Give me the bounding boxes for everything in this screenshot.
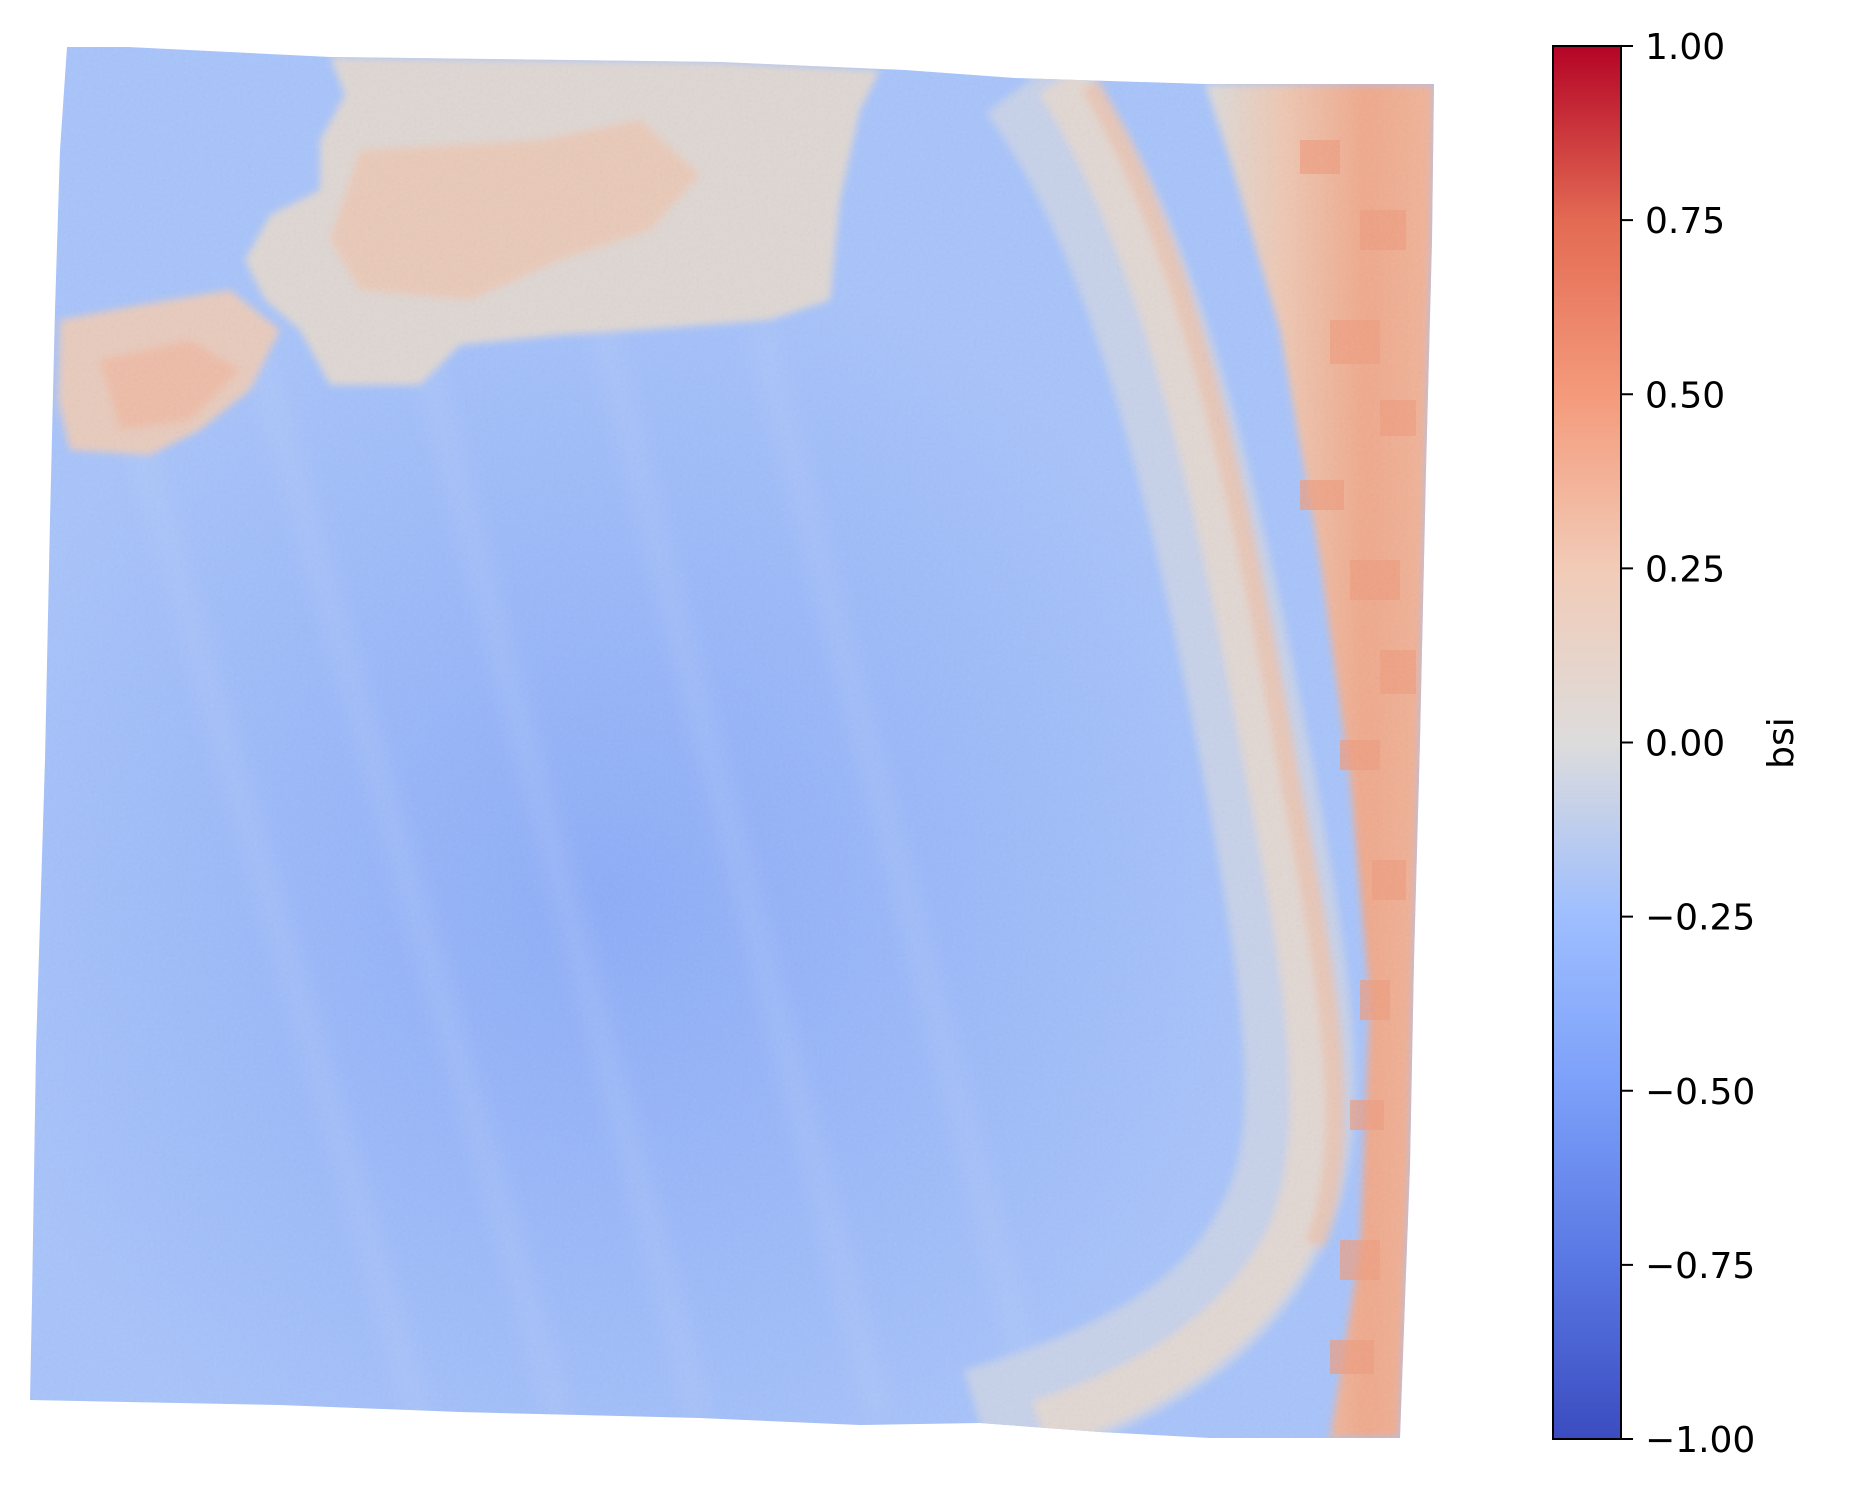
heatmap-image	[30, 47, 1434, 1438]
colorbar-fill	[1553, 46, 1621, 1439]
colorbar-tick-label: 0.00	[1645, 724, 1725, 765]
colorbar-tick-label: 0.75	[1645, 201, 1725, 242]
colorbar-tick-label: −0.25	[1645, 898, 1755, 939]
colorbar-label: bsi	[1761, 717, 1802, 769]
colorbar-ticks: −1.00 −0.75 −0.50 −0.25 0.00 0.25 0.50 0.75 1.00	[1621, 27, 1755, 1461]
colorbar-tick-label: 1.00	[1645, 27, 1725, 68]
colorbar-tick-label: −0.50	[1645, 1072, 1755, 1113]
heatmap-noise	[30, 47, 1434, 1438]
colorbar: −1.00 −0.75 −0.50 −0.25 0.00 0.25 0.50 0.75 1.00…	[1552, 27, 1802, 1461]
colorbar-tick-label: −0.75	[1645, 1246, 1755, 1287]
colorbar-tick-label: 0.25	[1645, 549, 1725, 590]
colorbar-tick-label: −1.00	[1645, 1420, 1755, 1461]
colorbar-tick-label: 0.50	[1645, 375, 1725, 416]
